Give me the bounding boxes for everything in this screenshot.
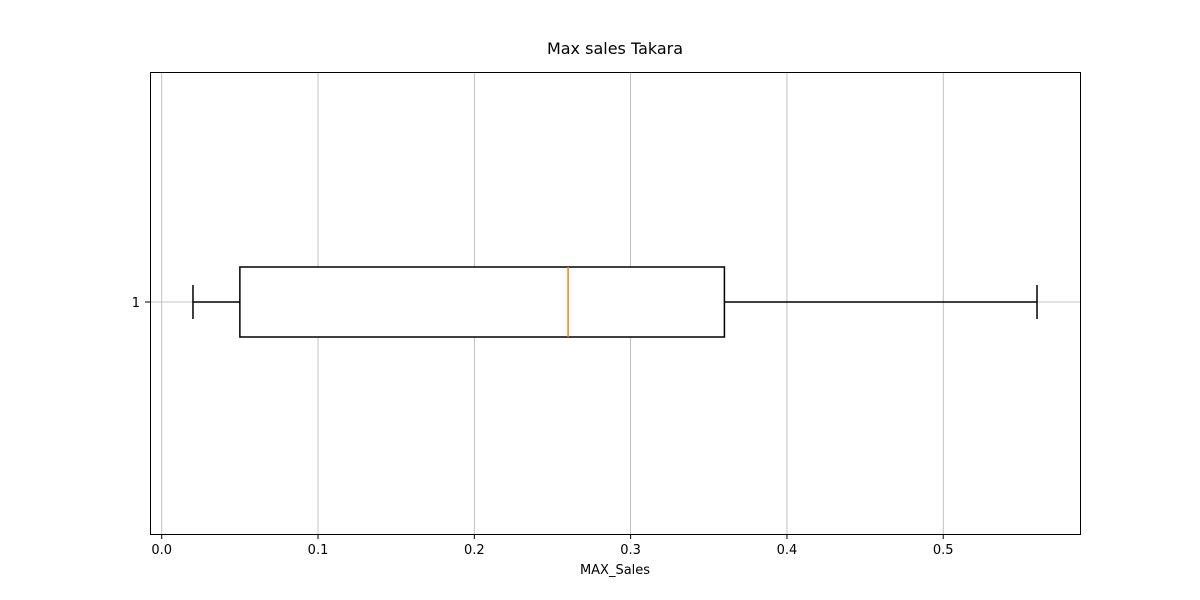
x-tick-label: 0.1 <box>308 543 329 558</box>
x-tick-label: 0.4 <box>777 543 798 558</box>
x-axis: 0.0 0.1 0.2 0.3 0.4 0.5 <box>151 534 954 558</box>
x-tick-label: 0.3 <box>620 543 641 558</box>
chart-title: Max sales Takara <box>547 39 683 58</box>
plot-area <box>192 266 1038 338</box>
y-axis: 1 <box>132 296 150 311</box>
y-tick-label: 1 <box>132 296 140 311</box>
x-tick-label: 0.0 <box>151 543 172 558</box>
x-axis-label: MAX_Sales <box>580 563 650 578</box>
x-tick-label: 0.2 <box>464 543 485 558</box>
interquartile-box <box>239 266 726 338</box>
plot-frame <box>150 72 1081 535</box>
x-tick-label: 0.5 <box>933 543 954 558</box>
